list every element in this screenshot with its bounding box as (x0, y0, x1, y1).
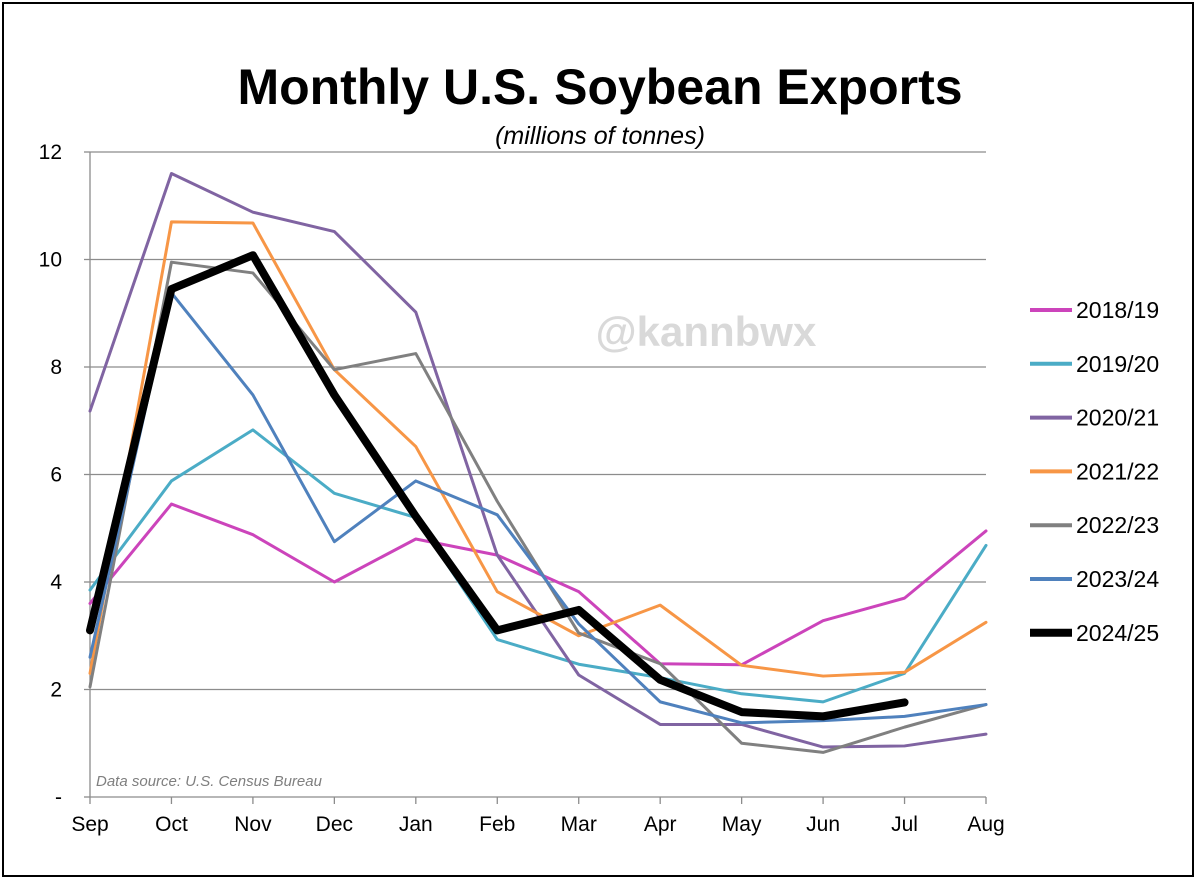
y-tick-label: 6 (50, 464, 62, 487)
y-tick-label: 8 (50, 356, 62, 379)
y-tick-label: 10 (39, 249, 62, 272)
series-line-2021-22 (88, 220, 988, 678)
legend: 2018/19 2019/20 2020/21 2021/22 2022/23 2023/… (1030, 297, 1159, 646)
x-tick-label: Feb (479, 813, 515, 836)
chart-subtitle: (millions of tonnes) (495, 122, 705, 150)
legend-label: 2018/19 (1076, 297, 1159, 323)
source-note: Data source: U.S. Census Bureau (96, 773, 323, 790)
x-tick-label: Sep (71, 813, 108, 836)
y-tick-label: 4 (50, 571, 62, 594)
x-tick-label: Jun (806, 813, 840, 836)
x-tick-label: Aug (967, 813, 1004, 836)
series-lines (86, 172, 988, 754)
y-tick-label: - (55, 786, 62, 809)
series-line-2024-25 (86, 251, 909, 721)
x-tick-label: Jul (891, 813, 918, 836)
gridlines (90, 151, 986, 691)
series-line-2019-20 (88, 428, 988, 704)
legend-label: 2024/25 (1076, 620, 1159, 646)
y-tick-label: 2 (50, 679, 62, 702)
series-line-2018-19 (88, 502, 988, 667)
x-tick-label: May (722, 813, 762, 836)
legend-label: 2023/24 (1076, 566, 1159, 592)
x-tick-label: Nov (234, 813, 272, 836)
x-tick-label: Apr (644, 813, 677, 836)
y-tick-label: 12 (39, 141, 62, 164)
legend-label: 2022/23 (1076, 512, 1159, 538)
x-tick-label: Jan (399, 813, 433, 836)
legend-label: 2019/20 (1076, 351, 1159, 377)
chart-title: Monthly U.S. Soybean Exports (237, 59, 962, 115)
watermark: @kannbwx (596, 308, 817, 355)
axes: - 2 4 6 8 10 12 Sep Oct Nov Dec Jan Feb Mar Apr May Jun J… (39, 141, 1005, 836)
x-tick-label: Mar (561, 813, 597, 836)
series-line-2022-23 (88, 260, 988, 754)
x-tick-label: Oct (155, 813, 188, 836)
x-tick-label: Dec (316, 813, 353, 836)
legend-label: 2020/21 (1076, 405, 1159, 431)
series-line-2023-24 (88, 291, 988, 725)
legend-label: 2021/22 (1076, 458, 1159, 484)
